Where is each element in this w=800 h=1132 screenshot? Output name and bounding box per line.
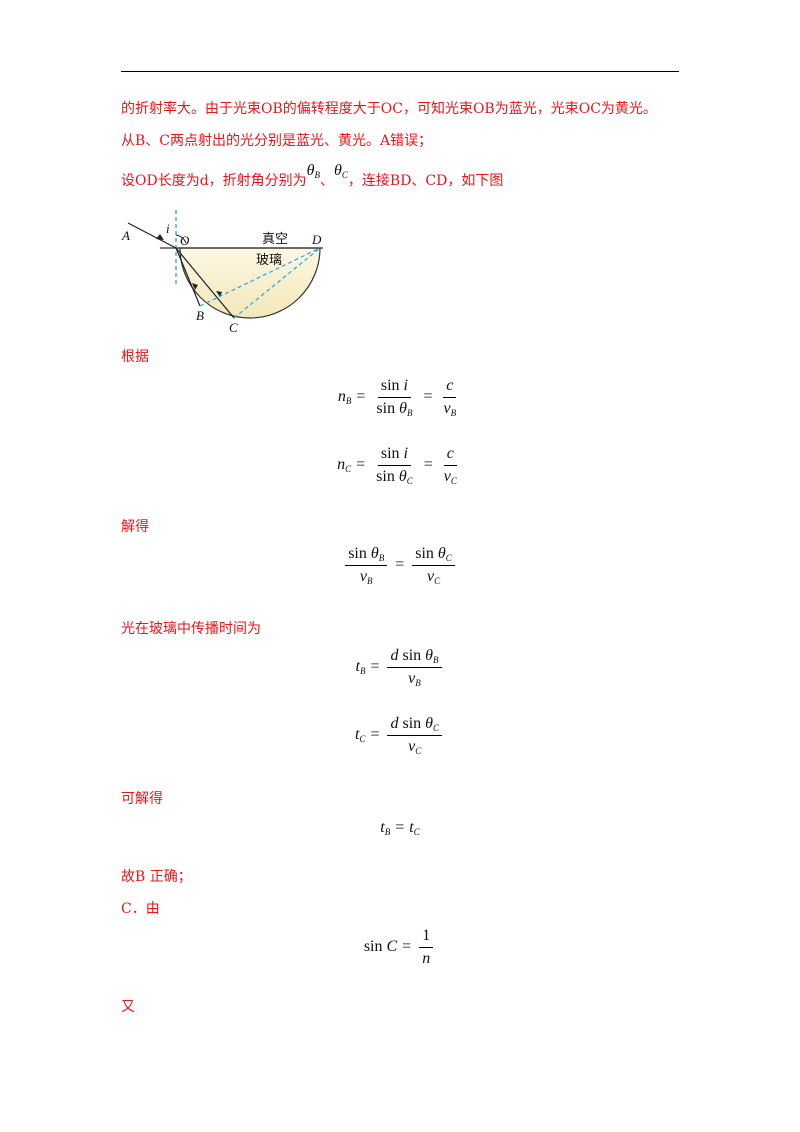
theta-b-inline: θB [306, 162, 321, 180]
line3-part-b: 、 [320, 173, 335, 189]
equation-tC: tC = d sin θC vC [0, 710, 800, 760]
equation-ratio: sin θB vB = sin θC vC [0, 540, 800, 590]
label-kejiede: 可解得 [121, 791, 163, 807]
label-i: i [166, 221, 170, 236]
incident-ray [127, 222, 177, 249]
paragraph-line-3: 设OD长度为d，折射角分别为θB、θC，连接BD、CD，如下图 [121, 162, 504, 190]
refraction-diagram: A i O D B C 真空 玻璃 [121, 210, 323, 335]
equation-tB-eq-tC: tB = tC [380, 819, 420, 837]
label-gu: 故B 正确； [121, 869, 192, 885]
paragraph-line-2: 从B、C两点射出的光分别是蓝光、黄光。A错误； [121, 133, 433, 149]
label-glass: 玻璃 [256, 253, 282, 268]
label-C: C [229, 320, 238, 335]
label-A: A [121, 228, 130, 243]
equation-tB: tB = d sin θB vB [0, 642, 800, 692]
label-D: D [311, 232, 322, 247]
equation-nB: nB = sin i sin θB = c vB [337, 376, 457, 418]
dashed-BD [199, 247, 321, 307]
line3-part-a: 设OD长度为d，折射角分别为 [121, 173, 307, 189]
ray-OC [175, 247, 235, 319]
angle-arc [175, 234, 187, 244]
dashed-CD [233, 247, 321, 319]
paragraph-line-1: 的折射率大。由于光束OB的偏转程度大于OC，可知光束OB为蓝光，光束OC为黄光。 [121, 101, 657, 117]
label-O: O [180, 233, 190, 248]
label-guang: 光在玻璃中传播时间为 [121, 621, 261, 637]
label-jiede: 解得 [121, 519, 149, 535]
ray-OB-arrow-icon [192, 283, 198, 290]
line3-part-c: ，连接BD、CD，如下图 [347, 173, 504, 189]
label-B: B [196, 308, 204, 323]
label-c-you: C．由 [121, 901, 160, 917]
incident-arrow-icon [156, 234, 164, 240]
theta-c-inline: θC [334, 162, 348, 180]
label-you: 又 [121, 999, 135, 1015]
label-genju: 根据 [121, 349, 149, 365]
label-vacuum: 真空 [262, 232, 288, 247]
header-rule [121, 71, 679, 72]
equation-nC: nC = sin i sin θC = c vC [337, 444, 457, 486]
ray-OB [175, 247, 201, 307]
